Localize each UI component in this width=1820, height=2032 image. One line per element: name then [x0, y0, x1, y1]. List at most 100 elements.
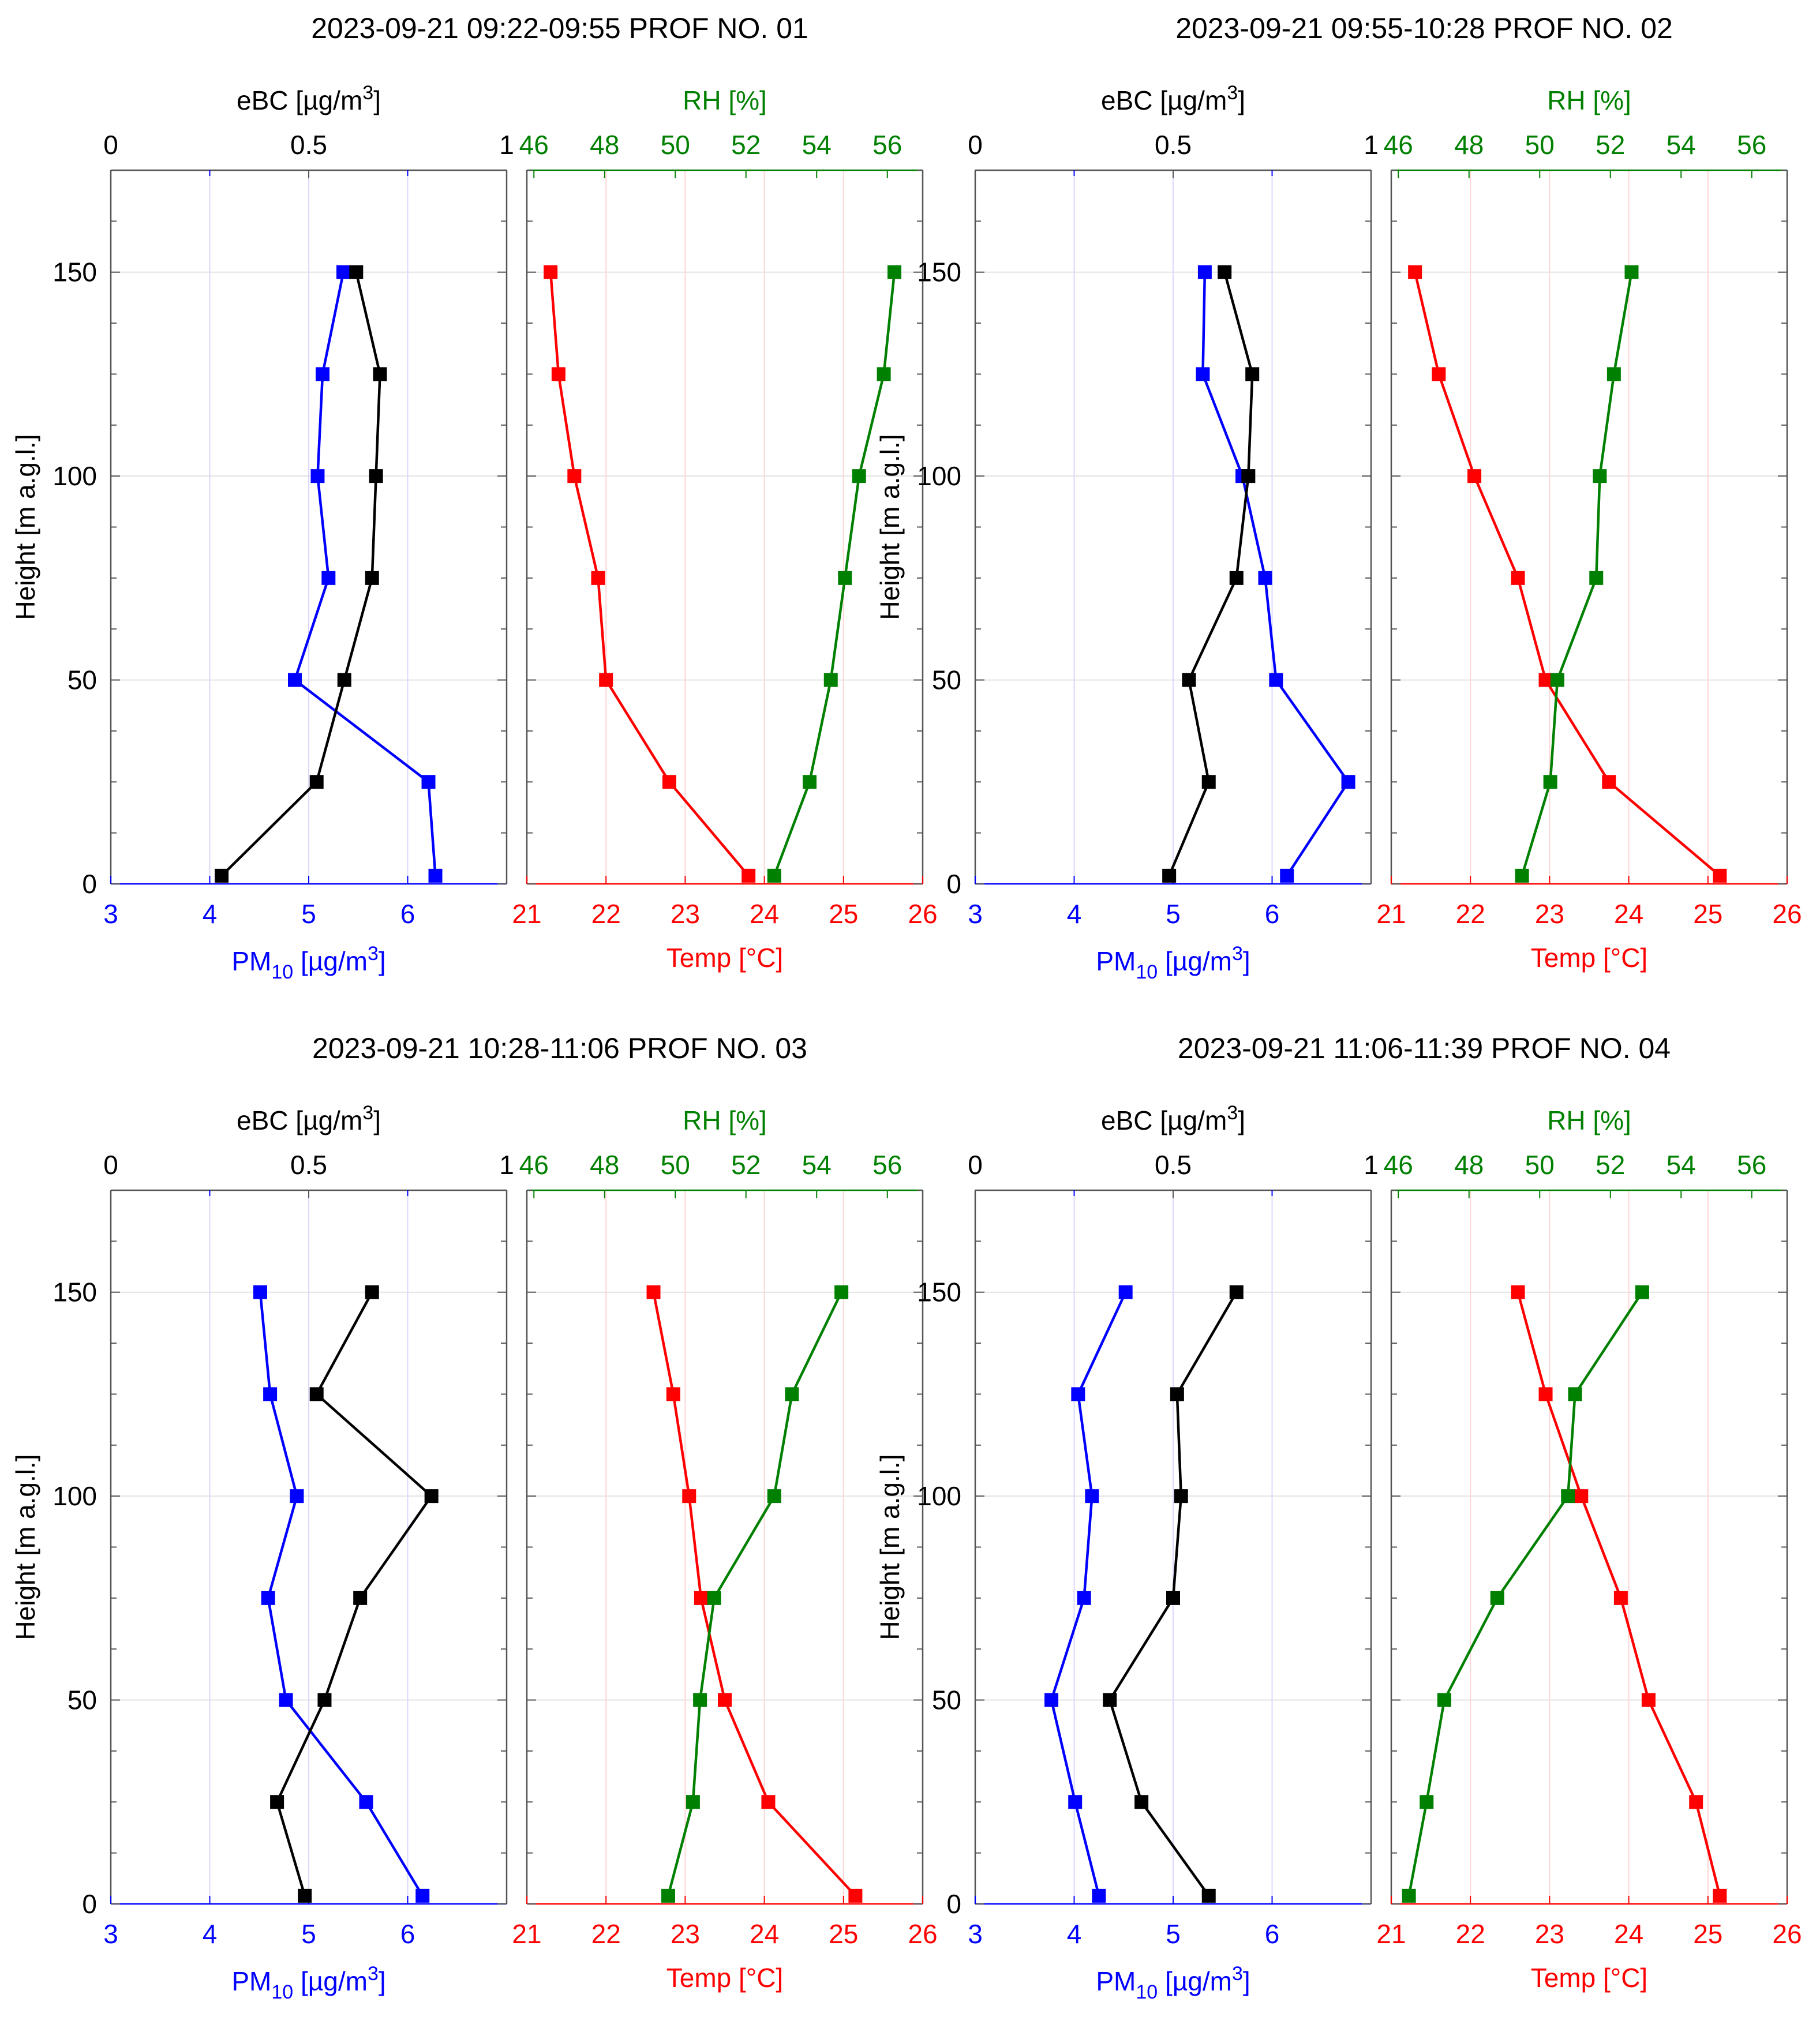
top-tick-label: 50 [661, 1150, 690, 1180]
x-tick-label: 23 [1535, 899, 1564, 929]
x-tick-label: 24 [750, 1919, 779, 1949]
x-tick-label: 6 [400, 899, 415, 929]
ebc-marker [1170, 1387, 1184, 1401]
pm10-marker [1092, 1888, 1106, 1903]
temp-marker [1713, 868, 1727, 883]
top-tick-label: 46 [519, 1150, 549, 1180]
ebc-marker [353, 1591, 368, 1605]
rh-marker [693, 1693, 707, 1707]
x-tick-label: 6 [1265, 1919, 1280, 1949]
temp-marker [1467, 469, 1482, 483]
profile-title: 2023-09-21 11:06-11:39 PROF NO. 04 [1178, 1032, 1671, 1064]
x-tick-label: 5 [1166, 1919, 1181, 1949]
x-tick-label: 5 [1166, 899, 1181, 929]
profile-title: 2023-09-21 09:55-10:28 PROF NO. 02 [1175, 12, 1673, 44]
ebc-axis-label: eBC [µg/m3] [1101, 1102, 1245, 1135]
temp-axis-label: Temp [°C] [666, 943, 783, 973]
pm10-marker [1258, 571, 1272, 585]
top-tick-label: 0.5 [290, 130, 327, 160]
temp-marker [718, 1693, 732, 1707]
pm10-marker [1197, 265, 1212, 279]
x-tick-label: 21 [1376, 899, 1406, 929]
pm10-axis-label: PM10 [µg/m3] [1096, 943, 1250, 983]
profile-title: 2023-09-21 10:28-11:06 PROF NO. 03 [312, 1032, 807, 1064]
top-tick-label: 1 [1364, 1150, 1379, 1180]
grid-lines [975, 170, 1371, 884]
x-tick-label: 4 [203, 1919, 218, 1949]
temp-marker [694, 1591, 708, 1605]
series-pm10 [1196, 265, 1355, 883]
x-tick-label: 26 [908, 899, 937, 929]
x-tick-label: 4 [1067, 899, 1082, 929]
height-axis-label: Height [m a.g.l.] [10, 434, 40, 620]
grid-lines [975, 1190, 1371, 1904]
rh-marker [767, 1489, 781, 1504]
pm10-marker [415, 1888, 430, 1903]
ebc-marker [317, 1693, 332, 1707]
x-tick-label: 21 [1376, 1919, 1406, 1949]
top-tick-label: 48 [590, 130, 619, 160]
x-tick-label: 4 [1067, 1919, 1082, 1949]
ebc-marker [298, 1888, 312, 1903]
x-tick-label: 5 [301, 1919, 316, 1949]
y-tick-label: 150 [917, 1277, 961, 1307]
rh-marker [1490, 1591, 1504, 1605]
ebc-marker [270, 1795, 284, 1809]
temp-marker [1511, 1285, 1525, 1299]
pm10-marker [1118, 1285, 1133, 1299]
grid-lines [111, 1190, 507, 1904]
y-tick-label: 100 [53, 461, 97, 491]
top-tick-label: 54 [802, 1150, 832, 1180]
x-tick-label: 21 [512, 899, 541, 929]
profile-panel-3: 2023-09-21 10:28-11:06 PROF NO. 03 Height… [10, 1032, 938, 2003]
pm10-line [259, 1292, 424, 1897]
series-ebc [215, 265, 387, 883]
y-tick-label: 50 [932, 665, 961, 695]
x-tick-label: 3 [103, 899, 118, 929]
rh-marker [887, 265, 901, 279]
x-tick-label: 25 [1693, 1919, 1722, 1949]
rh-axis-label: RH [%] [1547, 85, 1631, 115]
ebc-marker [309, 775, 324, 789]
rh-marker [838, 571, 852, 585]
x-tick-label: 6 [400, 1919, 415, 1949]
rh-marker [1624, 265, 1639, 279]
top-tick-label: 50 [1525, 130, 1555, 160]
ebc-marker [1134, 1795, 1149, 1809]
profile-title: 2023-09-21 09:22-09:55 PROF NO. 01 [311, 12, 808, 44]
pm10-marker [287, 673, 302, 687]
top-tick-label: 50 [1525, 1150, 1555, 1180]
series-ebc [1103, 1285, 1244, 1903]
ebc-marker [1241, 469, 1256, 483]
y-tick-label: 0 [946, 1889, 961, 1919]
rh-axis-label: RH [%] [1547, 1105, 1631, 1135]
series-ebc [270, 1285, 439, 1903]
series-rh [767, 265, 901, 883]
top-tick-label: 1 [499, 1150, 514, 1180]
height-axis-label: Height [m a.g.l.] [875, 1454, 905, 1640]
rh-marker [823, 673, 838, 687]
top-tick-label: 0.5 [1155, 130, 1192, 160]
ebc-line [220, 272, 381, 877]
y-tick-label: 150 [917, 257, 961, 287]
top-tick-label: 0 [968, 130, 983, 160]
rh-marker [1515, 868, 1529, 883]
rh-marker [785, 1387, 799, 1401]
ebc-marker [373, 367, 387, 381]
series-temp [1408, 265, 1727, 883]
temp-marker [1408, 265, 1422, 279]
profile-panel-1: 2023-09-21 09:22-09:55 PROF NO. 01 Height… [10, 12, 938, 983]
x-tick-label: 24 [750, 899, 779, 929]
ebc-axis-label: eBC [µg/m3] [237, 82, 381, 115]
temp-marker [1511, 571, 1525, 585]
ebc-marker [1201, 775, 1216, 789]
series-temp [544, 265, 756, 883]
temp-axis-label: Temp [°C] [1531, 943, 1647, 973]
x-tick-label: 26 [1772, 1919, 1802, 1949]
pm10-marker [253, 1285, 267, 1299]
top-tick-label: 46 [1384, 130, 1413, 160]
top-tick-label: 1 [1364, 130, 1379, 160]
rh-marker [1420, 1795, 1434, 1809]
y-tick-label: 0 [82, 869, 97, 899]
x-tick-label: 26 [1772, 899, 1802, 929]
